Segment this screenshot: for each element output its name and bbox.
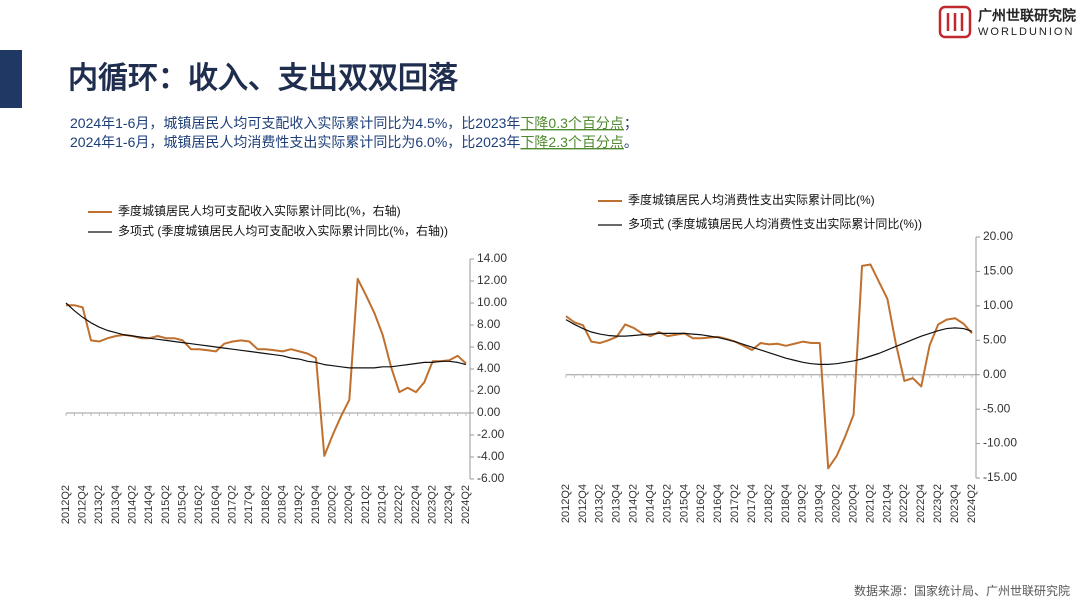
legend-label: 季度城镇居民人均消费性支出实际累计同比(%) <box>628 192 875 207</box>
x-tick-label: 2019Q2 <box>293 485 305 524</box>
x-tick-label: 2015Q4 <box>678 484 690 523</box>
x-tick-label: 2017Q4 <box>243 485 255 524</box>
x-tick-label: 2022Q4 <box>915 484 927 523</box>
x-tick-label: 2024Q2 <box>966 484 978 523</box>
x-tick-label: 2016Q4 <box>712 484 724 523</box>
x-tick-label: 2012Q2 <box>60 485 72 524</box>
x-tick-label: 2013Q4 <box>110 485 122 524</box>
x-tick-label: 2018Q2 <box>763 484 775 523</box>
y-tick-label: 14.00 <box>477 251 507 265</box>
x-tick-label: 2013Q4 <box>611 484 623 523</box>
subtitle-highlight: 下降0.3个百分点 <box>520 115 623 131</box>
x-tick-label: 2020Q2 <box>831 484 843 523</box>
x-tick-label: 2019Q2 <box>797 484 809 523</box>
x-tick-label: 2018Q4 <box>780 484 792 523</box>
x-tick-label: 2022Q4 <box>410 485 422 524</box>
x-tick-label: 2024Q2 <box>460 485 472 524</box>
x-tick-label: 2023Q2 <box>427 485 439 524</box>
x-tick-label: 2012Q2 <box>560 484 572 523</box>
x-tick-label: 2015Q2 <box>661 484 673 523</box>
y-tick-label: 2.00 <box>477 383 501 397</box>
x-tick-label: 2017Q2 <box>227 485 239 524</box>
x-tick-label: 2022Q2 <box>898 484 910 523</box>
series-line <box>66 277 467 457</box>
x-tick-label: 2020Q4 <box>343 485 355 524</box>
y-tick-label: 10.00 <box>477 295 507 309</box>
x-tick-label: 2013Q2 <box>93 485 105 524</box>
series-line <box>565 319 973 365</box>
subtitle-line: 2024年1-6月，城镇居民人均消费性支出实际累计同比为6.0%，比2023年下… <box>70 134 638 150</box>
subtitle-highlight: 下降2.3个百分点 <box>520 134 623 150</box>
y-tick-label: 12.00 <box>477 273 507 287</box>
logo-icon-lines <box>946 13 964 31</box>
y-tick-label: -2.00 <box>477 427 505 441</box>
subtitle-line: 2024年1-6月，城镇居民人均可支配收入实际累计同比为4.5%，比2023年下… <box>70 115 638 132</box>
x-tick-label: 2020Q4 <box>847 484 859 523</box>
x-tick-label: 2012Q4 <box>577 484 589 523</box>
x-tick-label: 2021Q4 <box>377 485 389 524</box>
x-tick-label: 2015Q4 <box>177 485 189 524</box>
logo-name: 广州世联研究院 <box>978 8 1076 24</box>
x-tick-label: 2016Q2 <box>193 485 205 524</box>
legend-label: 季度城镇居民人均可支配收入实际累计同比(%，右轴) <box>118 203 401 218</box>
source-note: 数据来源：国家统计局、广州世联研究院 <box>854 583 1070 598</box>
y-tick-label: -6.00 <box>477 471 505 485</box>
x-tick-label: 2019Q4 <box>814 484 826 523</box>
y-tick-label: -10.00 <box>983 436 1017 450</box>
x-tick-label: 2023Q4 <box>443 485 455 524</box>
x-tick-label: 2014Q2 <box>628 484 640 523</box>
y-tick-label: -5.00 <box>983 401 1011 415</box>
logo-en: WORLDUNION <box>978 26 1074 38</box>
x-tick-label: 2021Q2 <box>864 484 876 523</box>
x-tick-label: 2018Q2 <box>260 485 272 524</box>
subtitle-text: 。 <box>624 134 638 150</box>
x-tick-label: 2016Q2 <box>695 484 707 523</box>
y-tick-label: -4.00 <box>477 449 505 463</box>
y-tick-label: 10.00 <box>983 298 1013 312</box>
x-tick-label: 2014Q4 <box>143 485 155 524</box>
x-tick-label: 2017Q2 <box>729 484 741 523</box>
x-tick-label: 2018Q4 <box>277 485 289 524</box>
y-tick-label: 6.00 <box>477 339 501 353</box>
y-tick-label: 0.00 <box>477 405 501 419</box>
x-tick-label: 2019Q4 <box>310 485 322 524</box>
subtitle-text: ； <box>624 115 638 132</box>
x-tick-label: 2017Q4 <box>746 484 758 523</box>
series-line <box>565 263 973 470</box>
series-line <box>65 302 467 369</box>
y-tick-label: 5.00 <box>983 332 1007 346</box>
x-tick-label: 2020Q2 <box>327 485 339 524</box>
x-tick-label: 2014Q4 <box>644 484 656 523</box>
y-tick-label: -15.00 <box>983 470 1017 484</box>
y-tick-label: 20.00 <box>983 229 1013 243</box>
legend-label: 多项式 (季度城镇居民人均消费性支出实际累计同比(%)) <box>628 216 922 231</box>
x-tick-label: 2021Q2 <box>360 485 372 524</box>
x-tick-label: 2016Q4 <box>210 485 222 524</box>
x-tick-label: 2022Q2 <box>393 485 405 524</box>
slide-title: 内循环：收入、支出双双回落 <box>68 62 459 95</box>
x-tick-label: 2021Q4 <box>881 484 893 523</box>
logo: 广州世联研究院 WORLDUNION <box>938 5 1076 39</box>
x-tick-label: 2012Q4 <box>77 485 89 524</box>
x-tick-label: 2014Q2 <box>127 485 139 524</box>
y-tick-label: 4.00 <box>477 361 501 375</box>
y-tick-label: 8.00 <box>477 317 501 331</box>
x-tick-label: 2023Q2 <box>932 484 944 523</box>
y-tick-label: 0.00 <box>983 367 1007 381</box>
subtitle-text: 2024年1-6月，城镇居民人均可支配收入实际累计同比为4.5%，比2023年 <box>70 115 520 131</box>
accent-bar <box>0 50 22 108</box>
y-tick-label: 15.00 <box>983 264 1013 278</box>
subtitle-text: 2024年1-6月，城镇居民人均消费性支出实际累计同比为6.0%，比2023年 <box>70 134 520 150</box>
x-tick-label: 2015Q2 <box>160 485 172 524</box>
logo-icon <box>938 5 972 39</box>
legend-label: 多项式 (季度城镇居民人均可支配收入实际累计同比(%，右轴)) <box>118 223 448 238</box>
x-tick-label: 2023Q4 <box>949 484 961 523</box>
x-tick-label: 2013Q2 <box>594 484 606 523</box>
